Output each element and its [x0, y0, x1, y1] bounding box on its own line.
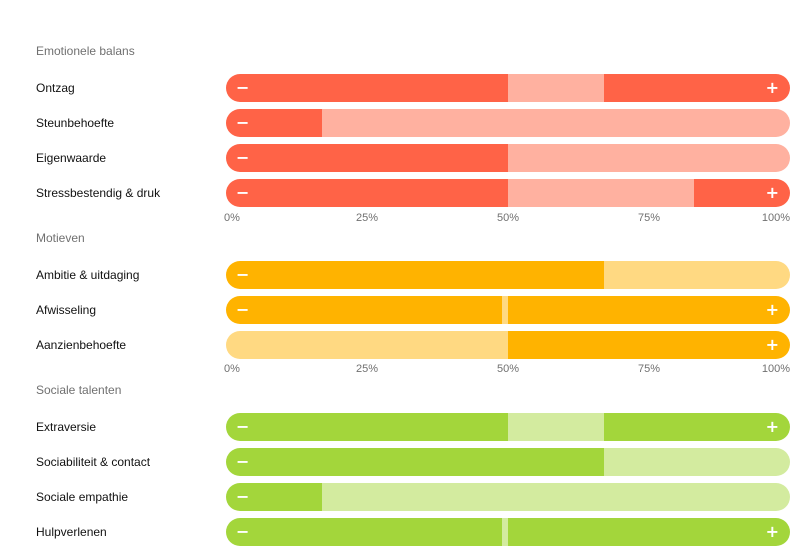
bar-track: − +: [226, 413, 790, 441]
x-tick-label: 50%: [496, 363, 520, 375]
row-label: Steunbehoefte: [36, 116, 115, 130]
x-tick-label: 25%: [355, 363, 379, 375]
minus-icon: −: [236, 522, 250, 541]
bar-segment: [508, 296, 790, 324]
bar-segment: [226, 296, 503, 324]
row-label: Hulpverlenen: [36, 525, 107, 539]
bar-segment: [226, 483, 322, 511]
bar-segment: [508, 179, 695, 207]
row-label: Aanzienbehoefte: [36, 338, 127, 352]
bar-segment: [502, 296, 508, 324]
minus-icon: −: [236, 148, 250, 167]
bar-track: −: [226, 109, 790, 137]
plus-icon: +: [765, 417, 779, 436]
bar-segment: [694, 179, 790, 207]
bar-track: − +: [226, 74, 790, 102]
x-tick-label: 100%: [761, 212, 790, 224]
bar-segment: [226, 109, 322, 137]
bar-segment: [226, 331, 508, 359]
section-title: Emotionele balans: [36, 44, 135, 58]
minus-icon: −: [236, 417, 250, 436]
row-label: Eigenwaarde: [36, 151, 107, 165]
section-title: Sociale talenten: [36, 383, 122, 397]
bar-segment: [603, 448, 790, 476]
bar-segment: [226, 144, 508, 172]
x-tick-label: 0%: [224, 363, 240, 375]
bar-segment: [226, 448, 604, 476]
bar-segment: [226, 518, 503, 546]
bar-segment: [321, 109, 790, 137]
bar-segment: [508, 331, 790, 359]
bar-track: −: [226, 483, 790, 511]
bar-track: −: [226, 448, 790, 476]
bar-track: − +: [226, 518, 790, 546]
minus-icon: −: [236, 265, 250, 284]
plus-icon: +: [765, 300, 779, 319]
bar-track: +: [226, 331, 790, 359]
x-tick-label: 50%: [496, 212, 520, 224]
bar-track: −: [226, 261, 790, 289]
row-label: Sociabiliteit & contact: [36, 455, 151, 469]
x-tick-label: 75%: [637, 363, 661, 375]
bar-track: − +: [226, 179, 790, 207]
bar-track: −: [226, 144, 790, 172]
x-tick-label: 75%: [637, 212, 661, 224]
plus-icon: +: [765, 78, 779, 97]
bar-segment: [603, 261, 790, 289]
bar-segment: [508, 413, 604, 441]
x-tick-label: 0%: [224, 212, 240, 224]
bar-segment: [226, 179, 508, 207]
bar-segment: [226, 74, 508, 102]
row-label: Afwisseling: [36, 303, 97, 317]
bar-track: − +: [226, 296, 790, 324]
row-label: Extraversie: [36, 420, 97, 434]
bar-segment: [321, 483, 790, 511]
plus-icon: +: [765, 183, 779, 202]
minus-icon: −: [236, 452, 250, 471]
minus-icon: −: [236, 78, 250, 97]
section-title: Motieven: [36, 231, 85, 245]
plus-icon: +: [765, 522, 779, 541]
row-label: Ambitie & uitdaging: [36, 268, 140, 282]
bar-segment: [603, 74, 790, 102]
bar-segment: [508, 74, 604, 102]
row-label: Ontzag: [36, 81, 75, 95]
bar-segment: [508, 144, 790, 172]
x-tick-label: 25%: [355, 212, 379, 224]
x-tick-label: 100%: [761, 363, 790, 375]
bar-segment: [603, 413, 790, 441]
bar-segment: [508, 518, 790, 546]
row-label: Stressbestendig & druk: [36, 186, 161, 200]
plus-icon: +: [765, 335, 779, 354]
minus-icon: −: [236, 183, 250, 202]
bar-segment: [226, 413, 508, 441]
minus-icon: −: [236, 300, 250, 319]
bar-segment: [502, 518, 508, 546]
row-label: Sociale empathie: [36, 490, 129, 504]
minus-icon: −: [236, 113, 250, 132]
minus-icon: −: [236, 487, 250, 506]
bar-segment: [226, 261, 604, 289]
